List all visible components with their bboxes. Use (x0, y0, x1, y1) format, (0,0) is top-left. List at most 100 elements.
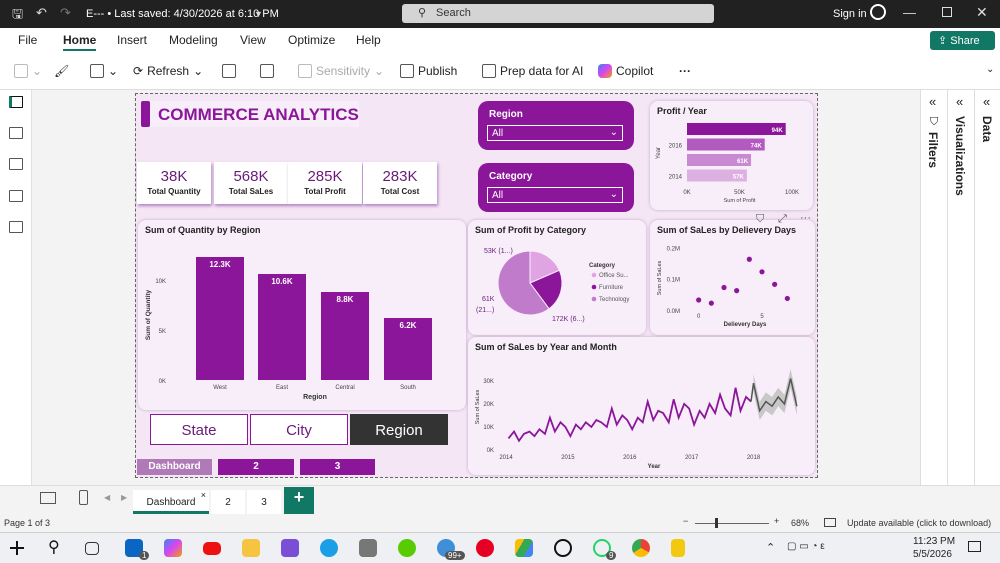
save-icon[interactable]: 🖫 (12, 6, 24, 21)
expand-icon[interactable]: « (983, 94, 991, 109)
sign-in-link[interactable]: Sign in (833, 8, 867, 20)
kpi-card-total-profit[interactable]: 285K Total Profit (288, 162, 362, 204)
zoom-out-button[interactable]: − (683, 516, 689, 526)
report-view-icon[interactable] (9, 96, 23, 108)
profit-year-card[interactable]: Profit / Year 94K 74K 61K 57K 0K 50K 100K 2016 2… (650, 101, 813, 210)
close-icon[interactable]: × (200, 490, 206, 500)
expand-icon[interactable]: « (929, 94, 937, 109)
region-button[interactable]: Region (350, 414, 448, 445)
windows-start-icon[interactable] (10, 541, 24, 555)
google-drive-icon[interactable] (515, 539, 533, 557)
microsoft-365-icon[interactable] (281, 539, 299, 557)
refresh-button[interactable]: ⟳ Refresh ⌄ (133, 64, 204, 78)
desktop-view-icon[interactable] (40, 492, 56, 504)
undo-icon[interactable]: ↶ (36, 5, 47, 20)
share-button[interactable]: ⇪ Share (930, 31, 995, 50)
file-explorer-icon[interactable] (242, 539, 260, 557)
minimize-icon[interactable]: — (903, 5, 916, 20)
power-bi-icon[interactable] (671, 539, 685, 557)
tab-dashboard[interactable]: Dashboard × (133, 490, 209, 514)
zoom-thumb[interactable] (715, 518, 718, 528)
pinterest-icon[interactable] (476, 539, 494, 557)
next-page-icon[interactable]: ▶ (121, 493, 128, 502)
mobile-view-icon[interactable] (79, 490, 88, 505)
visualizations-pane[interactable]: « Visualizations (947, 90, 974, 485)
paste-button[interactable]: ⌄ (14, 64, 42, 78)
copilot-icon[interactable] (164, 539, 182, 557)
quantity-region-card[interactable]: Sum of Quantity by Region 0K 5K 10K 12.3K We… (138, 220, 466, 410)
copilot-button[interactable]: Copilot (598, 64, 653, 78)
profit-category-card[interactable]: Sum of Profit by Category 53K (1...) 61K (… (468, 220, 646, 335)
calculator-icon[interactable] (359, 539, 377, 557)
zoom-slider[interactable] (695, 518, 769, 528)
more-options-icon[interactable]: ··· (800, 212, 811, 224)
menu-view[interactable]: View (240, 33, 266, 47)
filter-icon[interactable]: ⛉ (756, 213, 765, 225)
category-dropdown[interactable]: All ⌄ (487, 187, 623, 203)
sensitivity-button[interactable]: Sensitivity ⌄ (298, 64, 384, 78)
tab-3[interactable]: 3 (247, 490, 281, 514)
fit-page-icon[interactable] (824, 518, 836, 527)
chatgpt-icon[interactable] (554, 539, 572, 557)
city-button[interactable]: City (250, 414, 348, 445)
dax-query-icon[interactable] (9, 190, 23, 202)
notifications-icon[interactable] (968, 541, 981, 552)
sales-year-month-card[interactable]: Sum of SaLes by Year and Month 0K 10K 20K 3… (468, 337, 815, 475)
category-slicer[interactable]: Category All ⌄ (478, 163, 634, 212)
kpi-card-total-cost[interactable]: 283K Total Cost (363, 162, 437, 204)
more-options-icon[interactable]: ··· (679, 64, 691, 78)
expand-icon[interactable]: « (956, 94, 964, 109)
prev-page-icon[interactable]: ◀ (104, 493, 111, 502)
system-tray-icons[interactable]: ▢ ▭ ◔ ε (787, 541, 825, 552)
menu-insert[interactable]: Insert (117, 33, 148, 47)
region-slicer[interactable]: Region All ⌄ (478, 101, 634, 150)
edge-icon[interactable] (320, 539, 338, 557)
calculator-button[interactable] (260, 64, 274, 78)
update-link[interactable]: Update available (click to download) (847, 518, 992, 528)
model-view-icon[interactable] (9, 158, 23, 170)
close-icon[interactable]: ✕ (976, 4, 988, 20)
zoom-in-button[interactable]: + (774, 516, 780, 526)
kpi-card-total-sales[interactable]: 568K Total SaLes (214, 162, 288, 204)
sales-delivery-card[interactable]: Sum of SaLes by Delievery Days 0.0M 0.1M 0… (650, 220, 815, 335)
menu-modeling[interactable]: Modeling (169, 33, 218, 47)
clock-time[interactable]: 11:23 PM (913, 536, 956, 547)
chrome-icon[interactable] (632, 539, 650, 557)
new-visual-button[interactable] (222, 64, 236, 78)
filters-pane[interactable]: « ⛉ Filters (920, 90, 947, 485)
page-2-button[interactable]: 2 (218, 459, 294, 475)
data-pane[interactable]: « Data (974, 90, 1000, 485)
get-data-button[interactable]: ⌄ (90, 64, 118, 78)
duolingo-icon[interactable] (398, 539, 416, 557)
page-dashboard-button[interactable]: Dashboard (137, 459, 212, 475)
add-page-button[interactable]: + (284, 487, 314, 514)
redo-icon[interactable]: ↷ (60, 5, 71, 20)
menu-help[interactable]: Help (356, 33, 381, 47)
state-button[interactable]: State (150, 414, 248, 445)
menu-home[interactable]: Home (63, 33, 97, 51)
chevron-down-icon[interactable]: ▼ (254, 9, 263, 19)
focus-mode-icon[interactable]: ⤢ (778, 213, 787, 225)
tab-2[interactable]: 2 (211, 490, 245, 514)
collapse-ribbon-icon[interactable]: ⌄ (986, 64, 995, 75)
menu-optimize[interactable]: Optimize (288, 33, 336, 47)
page-3-button[interactable]: 3 (300, 459, 375, 475)
region-dropdown[interactable]: All ⌄ (487, 125, 623, 141)
linkedin-icon[interactable] (125, 539, 143, 557)
kpi-card-total-quantity[interactable]: 38K Total Quantity (137, 162, 211, 204)
menu-file[interactable]: File (18, 33, 38, 47)
tmdl-view-icon[interactable] (9, 221, 23, 233)
table-view-icon[interactable] (9, 127, 23, 139)
whatsapp-icon[interactable] (593, 539, 611, 557)
youtube-icon[interactable] (203, 542, 221, 555)
clock-date[interactable]: 5/5/2026 (913, 549, 952, 560)
maximize-icon[interactable] (942, 7, 952, 17)
task-view-icon[interactable] (85, 542, 99, 555)
publish-button[interactable]: Publish (400, 64, 457, 78)
prep-data-button[interactable]: Prep data for AI (482, 64, 583, 78)
chevron-up-icon[interactable]: ⌃ (766, 542, 776, 554)
search-icon[interactable]: ⚲ (48, 539, 60, 556)
account-icon[interactable] (870, 4, 886, 20)
document-title[interactable]: E--- • Last saved: 4/30/2026 at 6:10 PM (86, 8, 279, 20)
search-box[interactable]: ⚲ Search (402, 4, 714, 23)
